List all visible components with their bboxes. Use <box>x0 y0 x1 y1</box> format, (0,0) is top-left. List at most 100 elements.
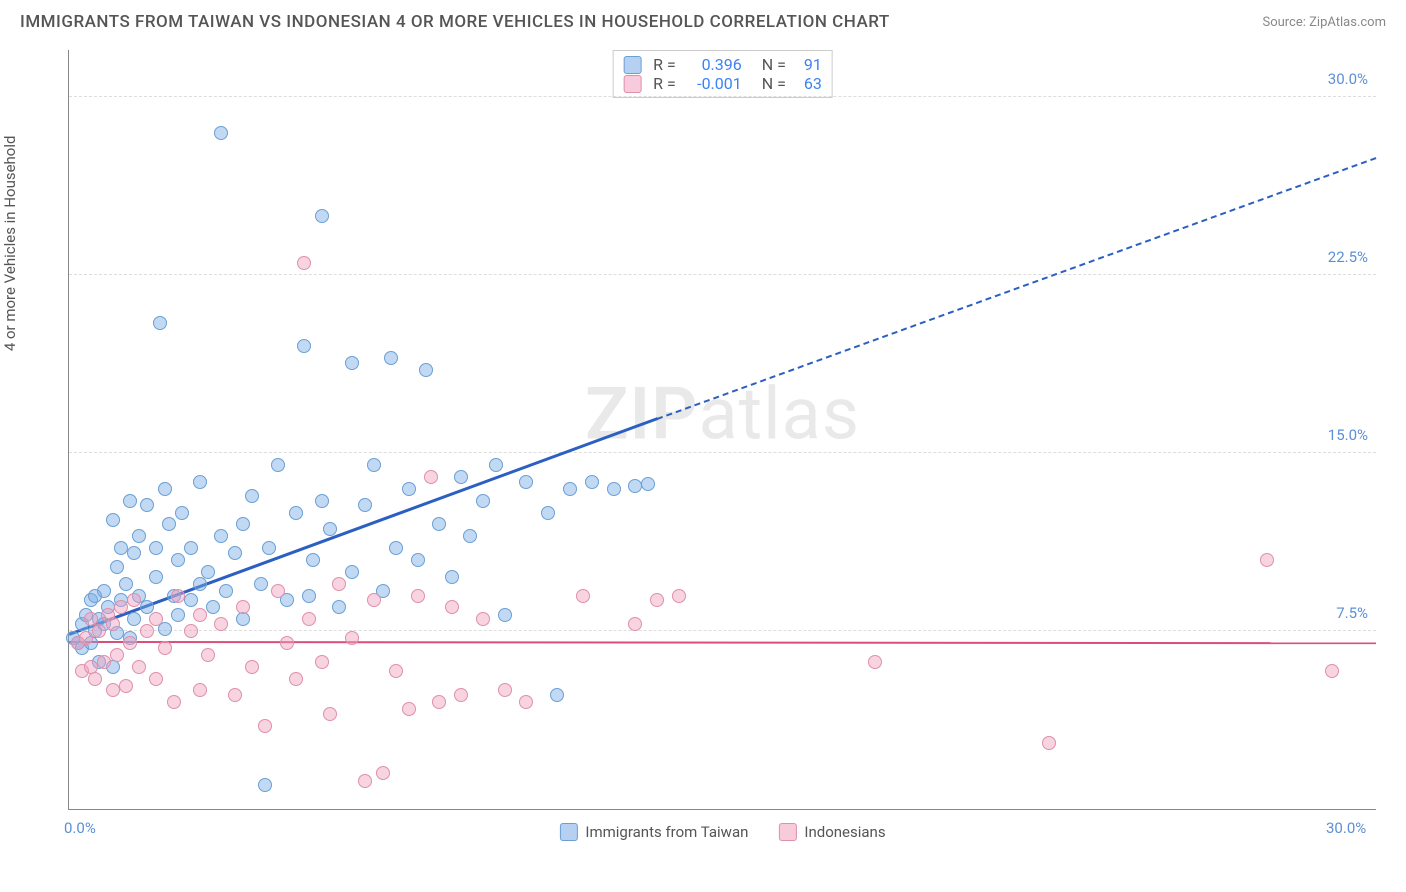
data-point <box>315 655 329 669</box>
data-point <box>585 475 599 489</box>
taiwan-r-value: 0.396 <box>682 55 742 74</box>
data-point <box>206 600 220 614</box>
data-point <box>258 778 272 792</box>
data-point <box>289 506 303 520</box>
trend-line <box>657 157 1377 420</box>
data-point <box>345 631 359 645</box>
data-point <box>92 624 106 638</box>
data-point <box>158 482 172 496</box>
indo-swatch <box>623 75 641 93</box>
data-point <box>97 584 111 598</box>
data-point <box>114 600 128 614</box>
data-point <box>402 702 416 716</box>
data-point <box>454 688 468 702</box>
r-label: R = <box>653 74 676 93</box>
data-point <box>454 470 468 484</box>
gridline <box>69 274 1376 275</box>
data-point <box>402 482 416 496</box>
watermark: ZIPatlas <box>585 372 860 457</box>
gridline <box>69 630 1376 631</box>
data-point <box>411 589 425 603</box>
watermark-zip: ZIP <box>585 372 698 457</box>
data-point <box>358 774 372 788</box>
data-point <box>358 498 372 512</box>
legend-item-taiwan: Immigrants from Taiwan <box>559 823 748 841</box>
data-point <box>140 498 154 512</box>
data-point <box>550 688 564 702</box>
data-point <box>650 593 664 607</box>
data-point <box>389 541 403 555</box>
data-point <box>201 565 215 579</box>
data-point <box>476 494 490 508</box>
data-point <box>641 477 655 491</box>
data-point <box>302 589 316 603</box>
data-point <box>541 506 555 520</box>
data-point <box>149 541 163 555</box>
data-point <box>271 584 285 598</box>
data-point <box>1042 736 1056 750</box>
data-point <box>302 612 316 626</box>
data-point <box>245 489 259 503</box>
ytick-label: 22.5% <box>1328 248 1368 266</box>
data-point <box>171 553 185 567</box>
indo-legend-label: Indonesians <box>804 823 885 841</box>
data-point <box>297 256 311 270</box>
taiwan-n-value: 91 <box>792 55 822 74</box>
data-point <box>576 589 590 603</box>
indo-r-value: -0.001 <box>682 74 742 93</box>
data-point <box>106 513 120 527</box>
data-point <box>106 617 120 631</box>
data-point <box>79 631 93 645</box>
taiwan-swatch <box>559 823 577 841</box>
data-point <box>315 494 329 508</box>
data-point <box>132 529 146 543</box>
data-point <box>628 479 642 493</box>
data-point <box>214 126 228 140</box>
n-label: N = <box>754 74 786 93</box>
watermark-atlas: atlas <box>698 372 860 457</box>
data-point <box>110 560 124 574</box>
data-point <box>389 664 403 678</box>
bottom-legend: Immigrants from Taiwan Indonesians <box>559 823 885 841</box>
data-point <box>123 494 137 508</box>
data-point <box>123 636 137 650</box>
data-point <box>193 475 207 489</box>
chart-container: 4 or more Vehicles in Household ZIPatlas… <box>20 40 1386 860</box>
data-point <box>193 683 207 697</box>
data-point <box>254 577 268 591</box>
data-point <box>149 612 163 626</box>
data-point <box>119 679 133 693</box>
data-point <box>271 458 285 472</box>
trend-line <box>69 418 658 636</box>
data-point <box>114 541 128 555</box>
data-point <box>175 506 189 520</box>
data-point <box>228 688 242 702</box>
ytick-label: 30.0% <box>1328 70 1368 88</box>
data-point <box>127 546 141 560</box>
r-label: R = <box>653 55 676 74</box>
xtick-label: 30.0% <box>1326 819 1366 837</box>
xtick-label: 0.0% <box>64 819 96 837</box>
data-point <box>489 458 503 472</box>
stats-legend-box: R = 0.396 N = 91 R = -0.001 N = 63 <box>612 50 833 98</box>
trend-line <box>69 641 1376 644</box>
data-point <box>171 589 185 603</box>
data-point <box>171 608 185 622</box>
data-point <box>88 672 102 686</box>
data-point <box>411 553 425 567</box>
data-point <box>110 648 124 662</box>
data-point <box>432 517 446 531</box>
data-point <box>236 600 250 614</box>
data-point <box>132 660 146 674</box>
data-point <box>419 363 433 377</box>
data-point <box>149 570 163 584</box>
data-point <box>332 577 346 591</box>
header-row: IMMIGRANTS FROM TAIWAN VS INDONESIAN 4 O… <box>0 0 1406 40</box>
data-point <box>628 617 642 631</box>
data-point <box>345 356 359 370</box>
data-point <box>384 351 398 365</box>
data-point <box>519 475 533 489</box>
data-point <box>607 482 621 496</box>
data-point <box>193 608 207 622</box>
data-point <box>297 339 311 353</box>
